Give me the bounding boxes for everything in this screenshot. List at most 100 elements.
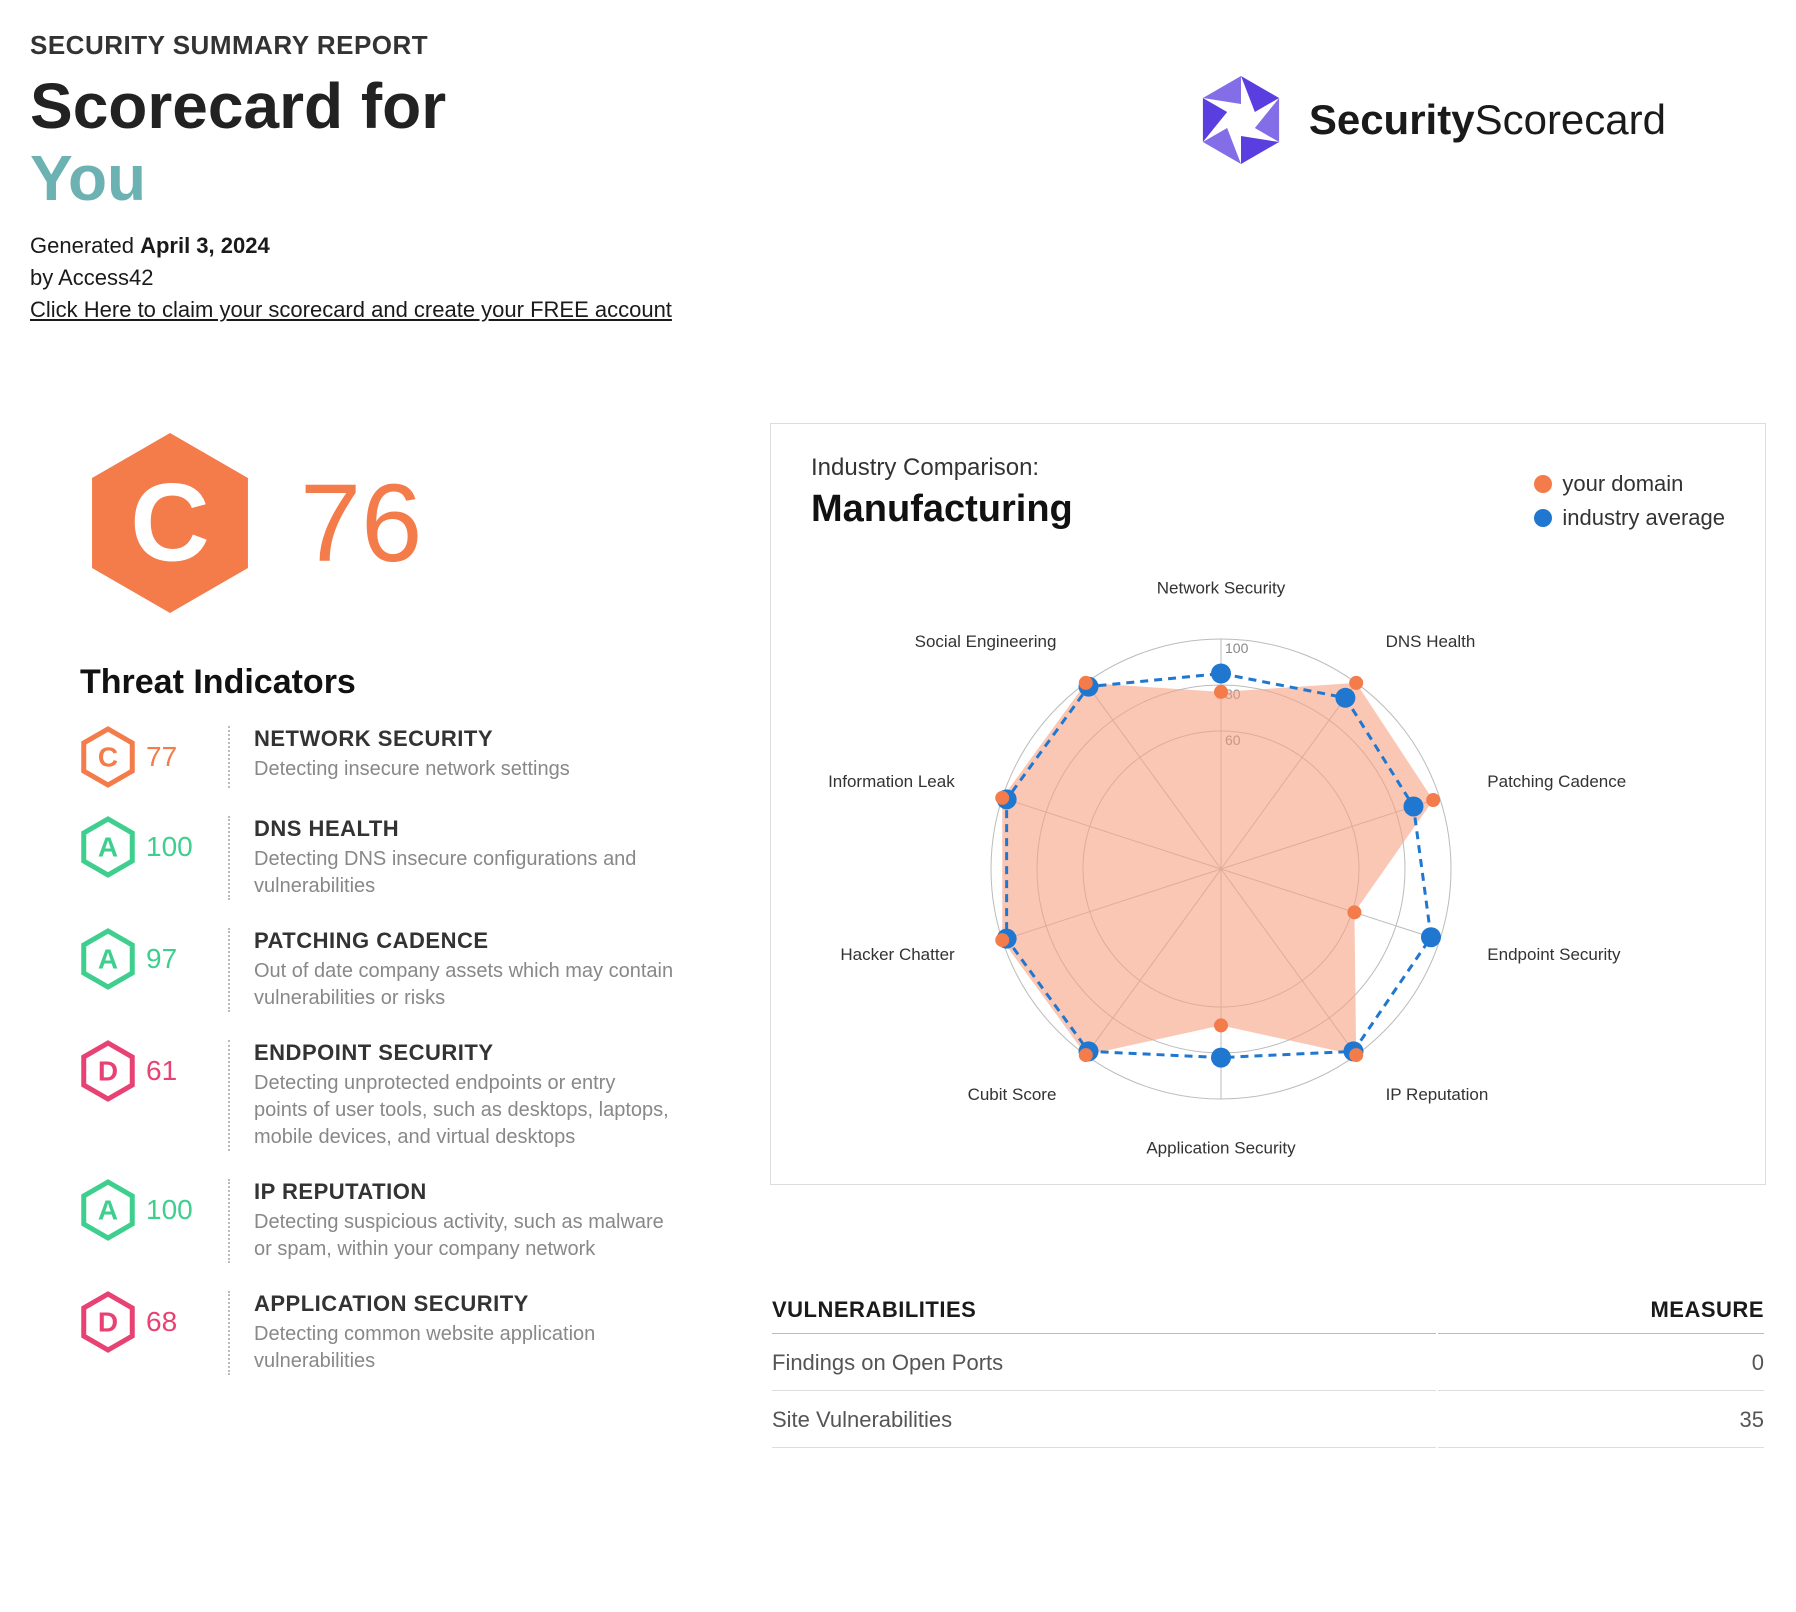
indicator-name: APPLICATION SECURITY bbox=[254, 1291, 674, 1317]
indicator-desc: Out of date company assets which may con… bbox=[254, 958, 674, 1012]
svg-text:Patching Cadence: Patching Cadence bbox=[1487, 772, 1626, 791]
indicator-score: 68 bbox=[146, 1306, 177, 1338]
grade-hexagon-icon: C bbox=[80, 726, 136, 788]
brand-name: SecurityScorecard bbox=[1309, 96, 1666, 144]
indicator-text: APPLICATION SECURITY Detecting common web… bbox=[254, 1291, 674, 1375]
indicator-name: PATCHING CADENCE bbox=[254, 928, 674, 954]
main-grade-hexagon-icon: C bbox=[80, 423, 260, 623]
svg-text:A: A bbox=[98, 1195, 118, 1226]
radar-chart: 6080100Network SecurityDNS HealthPatchin… bbox=[811, 539, 1631, 1159]
indicator-desc: Detecting insecure network settings bbox=[254, 756, 570, 783]
indicator-score: 100 bbox=[146, 1194, 193, 1226]
indicator-text: NETWORK SECURITY Detecting insecure netwo… bbox=[254, 726, 570, 783]
svg-text:Hacker Chatter: Hacker Chatter bbox=[840, 945, 955, 964]
report-title-prefix: Scorecard for bbox=[30, 71, 672, 141]
legend-dot-icon bbox=[1534, 509, 1552, 527]
generated-line: Generated April 3, 2024 bbox=[30, 233, 672, 259]
generated-date: April 3, 2024 bbox=[140, 233, 270, 258]
vulnerabilities-table: VULNERABILITIES MEASURE Findings on Open… bbox=[770, 1285, 1766, 1450]
indicator-divider bbox=[228, 816, 230, 900]
indicator-row: A 100 IP REPUTATION Detecting suspicious ac… bbox=[80, 1179, 710, 1263]
grade-hexagon-icon: A bbox=[80, 1179, 136, 1241]
svg-text:C: C bbox=[130, 462, 209, 585]
vuln-col2-header: MEASURE bbox=[1438, 1287, 1764, 1334]
grade-hexagon-icon: D bbox=[80, 1291, 136, 1353]
indicator-row: A 97 PATCHING CADENCE Out of date company a… bbox=[80, 928, 710, 1012]
indicator-divider bbox=[228, 1179, 230, 1263]
report-title-subject: You bbox=[30, 141, 672, 215]
indicator-score: 61 bbox=[146, 1055, 177, 1087]
vuln-name: Findings on Open Ports bbox=[772, 1336, 1436, 1391]
indicator-desc: Detecting unprotected endpoints or entry… bbox=[254, 1070, 674, 1151]
svg-text:Endpoint Security: Endpoint Security bbox=[1487, 945, 1621, 964]
indicator-name: DNS HEALTH bbox=[254, 816, 674, 842]
svg-text:Social Engineering: Social Engineering bbox=[915, 632, 1057, 651]
legend-industry-avg: industry average bbox=[1534, 505, 1725, 531]
header-text-block: SECURITY SUMMARY REPORT Scorecard for Yo… bbox=[30, 30, 672, 323]
indicator-text: PATCHING CADENCE Out of date company asse… bbox=[254, 928, 674, 1012]
grade-hexagon-icon: D bbox=[80, 1040, 136, 1102]
claim-link[interactable]: Click Here to claim your scorecard and c… bbox=[30, 297, 672, 323]
indicator-score: 97 bbox=[146, 943, 177, 975]
svg-text:Application Security: Application Security bbox=[1146, 1139, 1296, 1158]
indicator-score: 100 bbox=[146, 831, 193, 863]
svg-text:D: D bbox=[98, 1307, 118, 1338]
legend-dot-icon bbox=[1534, 475, 1552, 493]
indicator-divider bbox=[228, 1040, 230, 1151]
report-subtitle: SECURITY SUMMARY REPORT bbox=[30, 30, 672, 61]
table-row: Findings on Open Ports0 bbox=[772, 1336, 1764, 1391]
brand-logo-block: SecurityScorecard bbox=[1191, 70, 1666, 170]
svg-text:Cubit Score: Cubit Score bbox=[968, 1085, 1057, 1104]
report-header: SECURITY SUMMARY REPORT Scorecard for Yo… bbox=[30, 30, 1766, 323]
threat-indicators-heading: Threat Indicators bbox=[80, 663, 710, 702]
indicator-divider bbox=[228, 1291, 230, 1375]
indicator-badge: D 61 bbox=[80, 1040, 210, 1102]
table-row: Site Vulnerabilities35 bbox=[772, 1393, 1764, 1448]
svg-text:D: D bbox=[98, 1056, 118, 1087]
indicator-text: IP REPUTATION Detecting suspicious activi… bbox=[254, 1179, 674, 1263]
indicator-text: DNS HEALTH Detecting DNS insecure configu… bbox=[254, 816, 674, 900]
svg-text:C: C bbox=[98, 742, 118, 773]
vuln-name: Site Vulnerabilities bbox=[772, 1393, 1436, 1448]
indicator-badge: A 100 bbox=[80, 1179, 210, 1241]
svg-text:A: A bbox=[98, 832, 118, 863]
content-row: C 76 Threat Indicators C77NETWORK SECURI… bbox=[30, 423, 1766, 1450]
indicator-divider bbox=[228, 928, 230, 1012]
generated-label: Generated bbox=[30, 233, 140, 258]
indicator-desc: Detecting common website application vul… bbox=[254, 1321, 674, 1375]
indicator-divider bbox=[228, 726, 230, 788]
indicator-row: D 68 APPLICATION SECURITY Detecting common … bbox=[80, 1291, 710, 1375]
indicator-desc: Detecting DNS insecure configurations an… bbox=[254, 846, 674, 900]
grade-hexagon-icon: A bbox=[80, 928, 136, 990]
indicator-name: NETWORK SECURITY bbox=[254, 726, 570, 752]
svg-text:100: 100 bbox=[1225, 640, 1249, 656]
indicator-badge: D 68 bbox=[80, 1291, 210, 1353]
indicator-name: IP REPUTATION bbox=[254, 1179, 674, 1205]
by-line: by Access42 bbox=[30, 265, 672, 291]
legend-your-domain: your domain bbox=[1534, 471, 1725, 497]
vuln-col1-header: VULNERABILITIES bbox=[772, 1287, 1436, 1334]
indicator-row: A 100 DNS HEALTH Detecting DNS insecure con… bbox=[80, 816, 710, 900]
brand-word2: Scorecard bbox=[1475, 96, 1666, 143]
indicator-row: C77NETWORK SECURITYDetecting insecure ne… bbox=[80, 726, 710, 788]
main-score-block: C 76 bbox=[80, 423, 710, 623]
indicator-badge: A 97 bbox=[80, 928, 210, 990]
vuln-value: 0 bbox=[1438, 1336, 1764, 1391]
svg-text:Network Security: Network Security bbox=[1157, 579, 1286, 598]
indicator-text: ENDPOINT SECURITY Detecting unprotected e… bbox=[254, 1040, 674, 1151]
indicator-name: ENDPOINT SECURITY bbox=[254, 1040, 674, 1066]
indicator-desc: Detecting suspicious activity, such as m… bbox=[254, 1209, 674, 1263]
indicator-list: C77NETWORK SECURITYDetecting insecure ne… bbox=[80, 726, 710, 1375]
radar-chart-panel: Industry Comparison: Manufacturing your … bbox=[770, 423, 1766, 1185]
indicator-badge: A 100 bbox=[80, 816, 210, 878]
svg-text:A: A bbox=[98, 944, 118, 975]
left-column: C 76 Threat Indicators C77NETWORK SECURI… bbox=[30, 423, 710, 1450]
legend-your-label: your domain bbox=[1562, 471, 1683, 497]
svg-text:IP Reputation: IP Reputation bbox=[1386, 1085, 1489, 1104]
right-column: Industry Comparison: Manufacturing your … bbox=[770, 423, 1766, 1450]
svg-text:Information Leak: Information Leak bbox=[828, 772, 955, 791]
indicator-row: D 61 ENDPOINT SECURITY Detecting unprotecte… bbox=[80, 1040, 710, 1151]
main-score-number: 76 bbox=[300, 460, 422, 587]
legend-avg-label: industry average bbox=[1562, 505, 1725, 531]
grade-hexagon-icon: A bbox=[80, 816, 136, 878]
